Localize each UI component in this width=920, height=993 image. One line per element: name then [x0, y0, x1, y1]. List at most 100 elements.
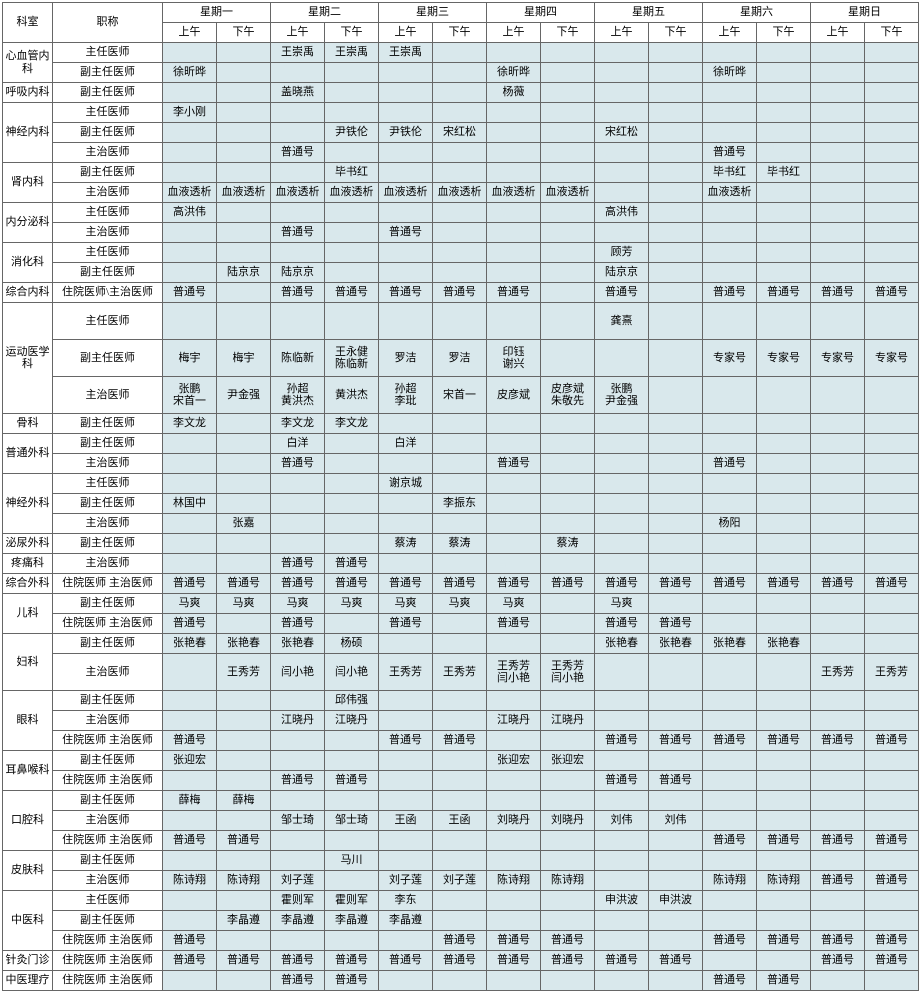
slot-cell	[217, 711, 271, 731]
slot-cell: 陈临新	[271, 340, 325, 377]
slot-cell	[757, 83, 811, 103]
slot-cell: 普通号	[595, 283, 649, 303]
slot-cell	[757, 223, 811, 243]
slot-cell	[487, 434, 541, 454]
slot-cell	[757, 103, 811, 123]
slot-cell	[433, 751, 487, 771]
slot-cell: 白洋	[271, 434, 325, 454]
slot-cell: 普通号	[865, 574, 919, 594]
dept-cell: 针灸门诊	[3, 951, 53, 971]
table-row: 住院医师 主治医师普通号普通号普通号普通号普通号普通号普通号普通号普通号	[3, 731, 919, 751]
slot-cell	[163, 771, 217, 791]
slot-cell	[217, 83, 271, 103]
slot-cell	[163, 554, 217, 574]
slot-cell	[433, 711, 487, 731]
slot-cell: 陈诗翔	[217, 871, 271, 891]
slot-cell	[217, 494, 271, 514]
slot-cell: 血液透析	[703, 183, 757, 203]
slot-cell	[325, 103, 379, 123]
slot-cell	[487, 143, 541, 163]
slot-cell: 谢京城	[379, 474, 433, 494]
slot-cell: 普通号	[271, 223, 325, 243]
slot-cell: 普通号	[703, 574, 757, 594]
hdr-ampm-0-1: 下午	[217, 23, 271, 43]
slot-cell	[217, 554, 271, 574]
slot-cell	[757, 434, 811, 454]
slot-cell	[163, 891, 217, 911]
table-row: 中医理疗住院医师 主治医师普通号普通号普通号普通号	[3, 971, 919, 991]
slot-cell	[595, 414, 649, 434]
slot-cell: 陆京京	[271, 263, 325, 283]
slot-cell	[595, 871, 649, 891]
slot-cell: 普通号	[811, 871, 865, 891]
slot-cell: 江晓丹	[541, 711, 595, 731]
slot-cell	[541, 614, 595, 634]
hdr-dept: 科室	[3, 3, 53, 43]
slot-cell: 普通号	[811, 831, 865, 851]
slot-cell	[649, 283, 703, 303]
slot-cell	[865, 377, 919, 414]
dept-cell: 中医科	[3, 891, 53, 951]
slot-cell	[595, 43, 649, 63]
title-cell: 主治医师	[53, 454, 163, 474]
slot-cell: 孙超李玭	[379, 377, 433, 414]
slot-cell	[379, 263, 433, 283]
slot-cell: 普通号	[541, 574, 595, 594]
table-row: 副主任医师徐昕晔徐昕晔徐昕晔	[3, 63, 919, 83]
slot-cell: 毕书红	[325, 163, 379, 183]
title-cell: 副主任医师	[53, 911, 163, 931]
slot-cell: 马爽	[487, 594, 541, 614]
slot-cell: 普通号	[271, 554, 325, 574]
slot-cell: 张艳春	[217, 634, 271, 654]
dept-cell: 消化科	[3, 243, 53, 283]
slot-cell: 薛梅	[217, 791, 271, 811]
slot-cell	[865, 514, 919, 534]
slot-cell: 普通号	[163, 831, 217, 851]
slot-cell	[541, 263, 595, 283]
slot-cell	[271, 831, 325, 851]
slot-cell: 宋红松	[595, 123, 649, 143]
title-cell: 副主任医师	[53, 751, 163, 771]
table-row: 主治医师普通号普通号普通号	[3, 454, 919, 474]
table-row: 主治医师张鹏宋首一尹金强孙超黄洪杰黄洪杰孙超李玭宋首一皮彦斌皮彦斌朱敬先张鹏尹金…	[3, 377, 919, 414]
slot-cell	[163, 911, 217, 931]
slot-cell: 普通号	[379, 731, 433, 751]
slot-cell	[163, 434, 217, 454]
slot-cell	[757, 514, 811, 534]
slot-cell: 普通号	[487, 951, 541, 971]
slot-cell	[757, 911, 811, 931]
table-body: 心血管内科主任医师王崇禹王崇禹王崇禹副主任医师徐昕晔徐昕晔徐昕晔呼吸内科副主任医…	[3, 43, 919, 991]
slot-cell: 普通号	[271, 771, 325, 791]
slot-cell: 普通号	[595, 614, 649, 634]
slot-cell	[811, 791, 865, 811]
slot-cell: 普通号	[811, 574, 865, 594]
slot-cell: 普通号	[703, 971, 757, 991]
slot-cell	[865, 183, 919, 203]
slot-cell: 张艳春	[163, 634, 217, 654]
slot-cell: 李文龙	[325, 414, 379, 434]
slot-cell	[541, 223, 595, 243]
title-cell: 主治医师	[53, 711, 163, 731]
slot-cell	[379, 414, 433, 434]
slot-cell: 李小刚	[163, 103, 217, 123]
slot-cell	[757, 263, 811, 283]
slot-cell: 普通号	[757, 931, 811, 951]
slot-cell: 普通号	[865, 931, 919, 951]
slot-cell	[433, 614, 487, 634]
hdr-ampm-1-0: 上午	[271, 23, 325, 43]
title-cell: 住院医师 主治医师	[53, 971, 163, 991]
slot-cell: 普通号	[325, 771, 379, 791]
slot-cell	[163, 223, 217, 243]
slot-cell: 李振东	[433, 494, 487, 514]
table-row: 心血管内科主任医师王崇禹王崇禹王崇禹	[3, 43, 919, 63]
slot-cell	[433, 103, 487, 123]
title-cell: 住院医师\主治医师	[53, 283, 163, 303]
slot-cell	[163, 303, 217, 340]
slot-cell: 陈诗翔	[541, 871, 595, 891]
slot-cell: 陆京京	[217, 263, 271, 283]
table-row: 住院医师 主治医师普通号普通号普通号普通号普通号普通号	[3, 614, 919, 634]
slot-cell: 普通号	[649, 951, 703, 971]
table-row: 副主任医师尹铁伦尹铁伦宋红松宋红松	[3, 123, 919, 143]
slot-cell: 杨阳	[703, 514, 757, 534]
dept-cell: 皮肤科	[3, 851, 53, 891]
